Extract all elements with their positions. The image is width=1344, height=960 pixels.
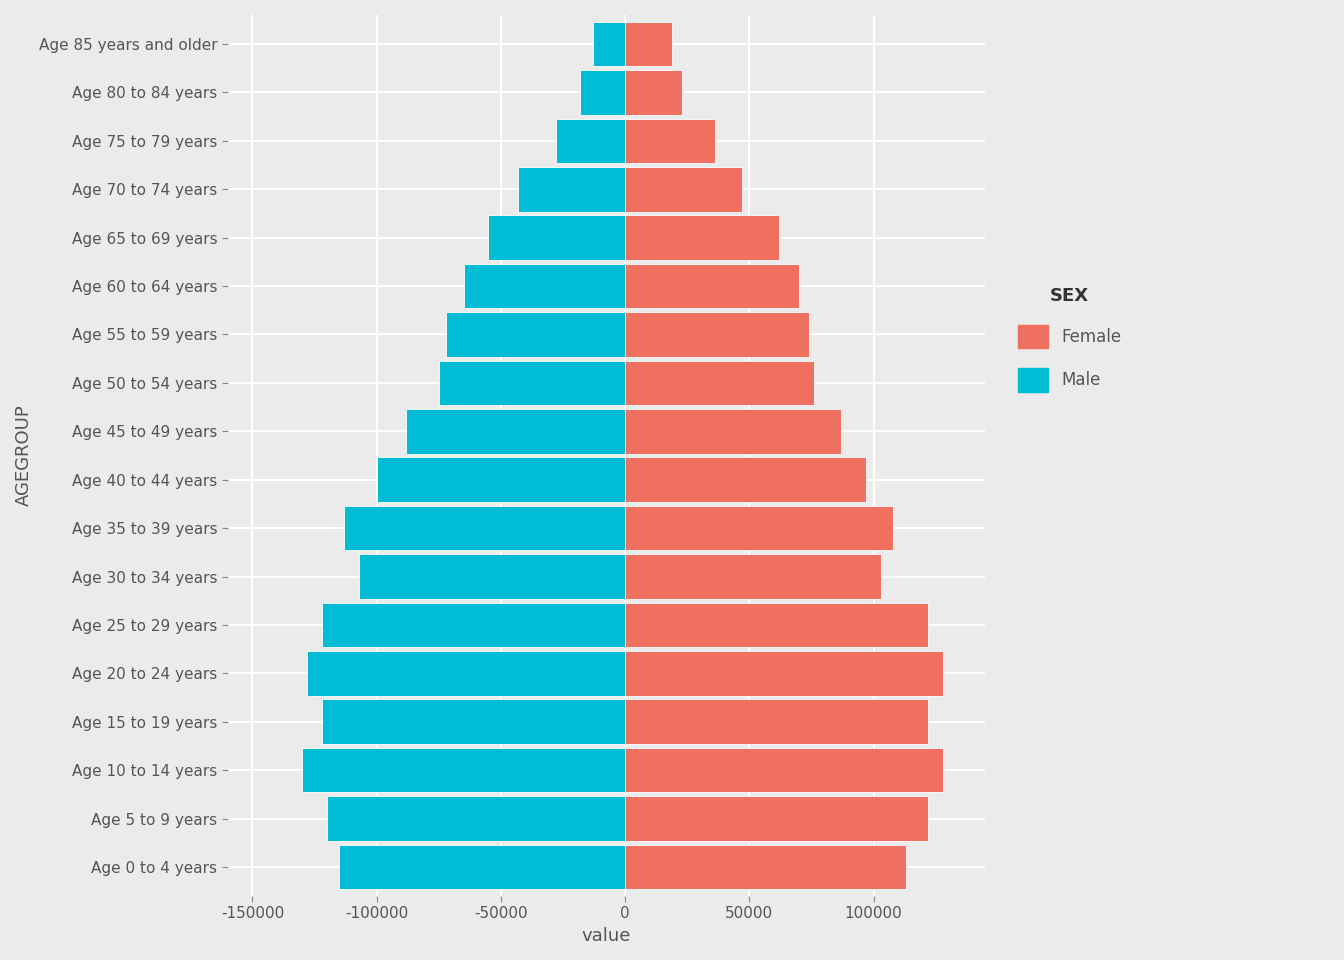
Bar bbox=[625, 603, 929, 647]
Bar bbox=[625, 312, 809, 357]
Bar bbox=[464, 264, 625, 308]
Bar bbox=[302, 748, 625, 792]
Bar bbox=[323, 700, 625, 744]
Bar bbox=[323, 603, 625, 647]
Bar bbox=[625, 845, 906, 889]
X-axis label: value: value bbox=[582, 927, 632, 945]
Bar bbox=[406, 409, 625, 453]
Bar bbox=[593, 22, 625, 66]
Bar bbox=[625, 215, 780, 260]
Bar bbox=[625, 458, 866, 502]
Bar bbox=[488, 215, 625, 260]
Bar bbox=[625, 70, 683, 115]
Bar bbox=[519, 167, 625, 211]
Bar bbox=[625, 167, 742, 211]
Bar bbox=[344, 506, 625, 550]
Bar bbox=[327, 796, 625, 841]
Bar bbox=[376, 458, 625, 502]
Bar bbox=[340, 845, 625, 889]
Bar bbox=[625, 22, 672, 66]
Legend: Female, Male: Female, Male bbox=[1001, 270, 1138, 409]
Bar bbox=[625, 748, 943, 792]
Bar bbox=[625, 119, 715, 163]
Y-axis label: AGEGROUP: AGEGROUP bbox=[15, 404, 34, 506]
Bar bbox=[625, 700, 929, 744]
Bar bbox=[625, 506, 894, 550]
Bar bbox=[625, 796, 929, 841]
Bar bbox=[625, 651, 943, 696]
Bar bbox=[555, 119, 625, 163]
Bar bbox=[625, 264, 798, 308]
Bar bbox=[306, 651, 625, 696]
Bar bbox=[359, 554, 625, 599]
Bar bbox=[581, 70, 625, 115]
Bar bbox=[625, 361, 814, 405]
Bar bbox=[446, 312, 625, 357]
Bar bbox=[625, 409, 841, 453]
Bar bbox=[625, 554, 880, 599]
Bar bbox=[438, 361, 625, 405]
